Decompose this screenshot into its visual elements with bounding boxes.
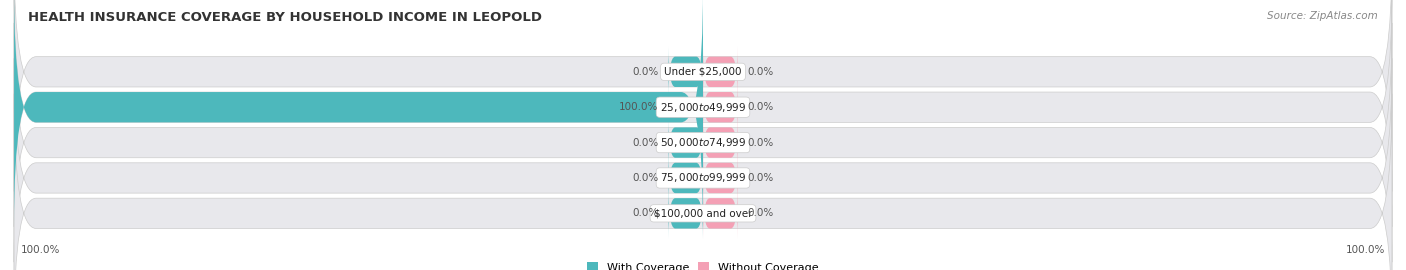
Text: 0.0%: 0.0%: [631, 208, 658, 218]
Text: 100.0%: 100.0%: [1346, 245, 1385, 255]
FancyBboxPatch shape: [703, 117, 738, 168]
FancyBboxPatch shape: [14, 0, 1392, 191]
Text: 100.0%: 100.0%: [619, 102, 658, 112]
FancyBboxPatch shape: [669, 117, 703, 168]
Text: 0.0%: 0.0%: [748, 138, 775, 148]
FancyBboxPatch shape: [703, 46, 738, 97]
Text: 0.0%: 0.0%: [631, 138, 658, 148]
FancyBboxPatch shape: [14, 58, 1392, 270]
FancyBboxPatch shape: [14, 94, 1392, 270]
FancyBboxPatch shape: [703, 153, 738, 203]
FancyBboxPatch shape: [669, 153, 703, 203]
Text: 0.0%: 0.0%: [748, 67, 775, 77]
Text: 0.0%: 0.0%: [631, 173, 658, 183]
Text: $100,000 and over: $100,000 and over: [654, 208, 752, 218]
FancyBboxPatch shape: [14, 0, 703, 227]
Text: $25,000 to $49,999: $25,000 to $49,999: [659, 101, 747, 114]
FancyBboxPatch shape: [669, 46, 703, 97]
Text: 100.0%: 100.0%: [21, 245, 60, 255]
Text: HEALTH INSURANCE COVERAGE BY HOUSEHOLD INCOME IN LEOPOLD: HEALTH INSURANCE COVERAGE BY HOUSEHOLD I…: [28, 11, 543, 24]
Text: 0.0%: 0.0%: [748, 173, 775, 183]
Text: $75,000 to $99,999: $75,000 to $99,999: [659, 171, 747, 184]
Text: Source: ZipAtlas.com: Source: ZipAtlas.com: [1267, 11, 1378, 21]
FancyBboxPatch shape: [669, 188, 703, 239]
FancyBboxPatch shape: [703, 188, 738, 239]
FancyBboxPatch shape: [703, 82, 738, 133]
Text: Under $25,000: Under $25,000: [664, 67, 742, 77]
Text: 0.0%: 0.0%: [631, 67, 658, 77]
FancyBboxPatch shape: [14, 0, 1392, 227]
Text: 0.0%: 0.0%: [748, 102, 775, 112]
Legend: With Coverage, Without Coverage: With Coverage, Without Coverage: [582, 258, 824, 270]
FancyBboxPatch shape: [14, 23, 1392, 262]
Text: $50,000 to $74,999: $50,000 to $74,999: [659, 136, 747, 149]
Text: 0.0%: 0.0%: [748, 208, 775, 218]
